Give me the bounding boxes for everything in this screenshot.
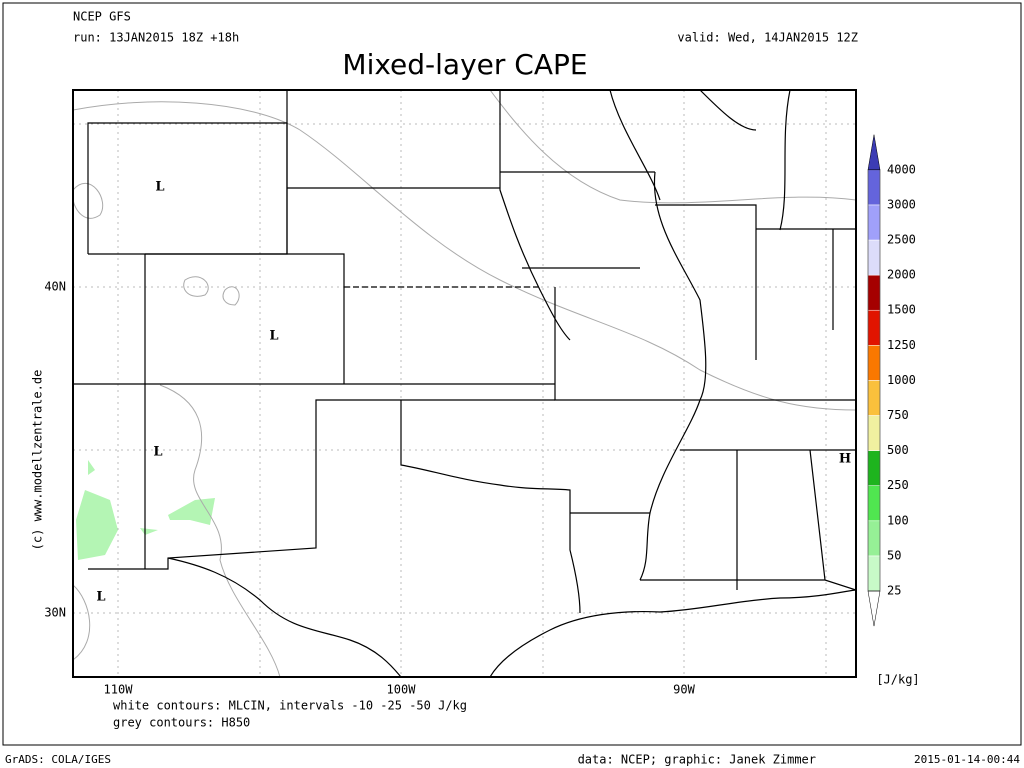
height-contours: [73, 90, 856, 677]
colorbar-swatch: [867, 345, 881, 381]
colorbar-label: 25: [887, 584, 901, 598]
map: 40N 30N 110W 100W 90W L L L L H (c) www.…: [31, 89, 857, 697]
lon-label: 90W: [673, 683, 695, 697]
colorbar-outline: [867, 169, 881, 592]
colorbar-label: 3000: [887, 197, 916, 211]
lat-label: 30N: [44, 606, 66, 620]
colorbar-swatch: [867, 380, 881, 416]
colorbar-swatch: [867, 520, 881, 557]
colorbar-swatch: [867, 485, 881, 522]
low: L: [269, 329, 278, 344]
colorbar-swatch: [867, 555, 881, 592]
colorbar-swatch: [867, 415, 881, 451]
colorbar: 25 50 100 250 500 750 1000 1250 1500 2000 2500 3000…: [867, 134, 916, 627]
low: L: [155, 180, 164, 195]
colorbar-label: 2500: [887, 233, 916, 247]
note: grey contours: H850: [113, 716, 250, 730]
colorbar-label: 1000: [887, 373, 916, 387]
colorbar-swatch: [867, 204, 881, 241]
colorbar-swatch: [867, 169, 881, 206]
high: H: [839, 452, 851, 467]
valid: valid: Wed, 14JAN2015 12Z: [677, 31, 858, 45]
colorbar-swatch: [867, 274, 881, 311]
frame: [2, 2, 1022, 746]
lon-label: 110W: [104, 683, 134, 697]
credit: (c) www.modellzentrale.de: [31, 370, 45, 551]
colorbar-swatch: [867, 450, 881, 486]
low: L: [153, 445, 162, 460]
colorbar-swatch: [867, 309, 881, 346]
footer-center: data: NCEP; graphic: Janek Zimmer: [578, 753, 816, 767]
model: NCEP GFS: [73, 10, 131, 24]
colorbar-label: 1250: [887, 338, 916, 352]
colorbar-swatch: [867, 239, 881, 276]
lon-label: 100W: [387, 683, 417, 697]
colorbar-label: 2000: [887, 268, 916, 282]
footer-right: 2015-01-14-00:44: [914, 753, 1020, 766]
colorbar-label: 500: [887, 443, 909, 457]
colorbar-label: 250: [887, 478, 909, 492]
cape-area: [76, 460, 215, 560]
unit: [J/kg]: [876, 673, 919, 687]
lat-label: 40N: [44, 280, 66, 294]
colorbar-label: 4000: [887, 162, 916, 176]
title: Mixed-layer CAPE: [342, 48, 587, 81]
run: run: 13JAN2015 18Z +18h: [73, 31, 239, 45]
note: white contours: MLCIN, intervals -10 -25…: [113, 699, 467, 713]
colorbar-label: 50: [887, 548, 901, 562]
colorbar-label: 1500: [887, 303, 916, 317]
map-frame: [72, 89, 857, 678]
low: L: [96, 590, 105, 605]
footer-left: GrADS: COLA/IGES: [5, 753, 111, 766]
colorbar-label: 750: [887, 408, 909, 422]
borders: [73, 90, 856, 677]
colorbar-label: 100: [887, 513, 909, 527]
